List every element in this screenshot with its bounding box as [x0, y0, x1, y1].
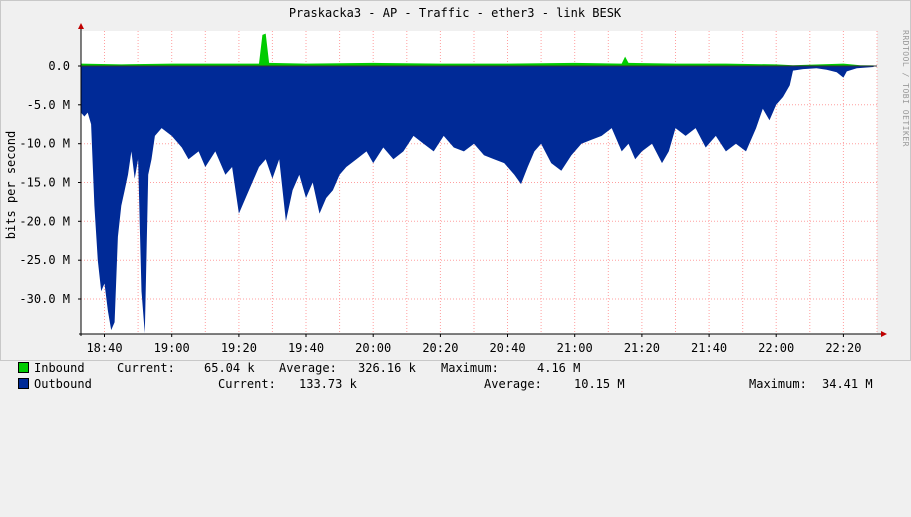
x-tick-label: 19:20	[221, 341, 257, 355]
inbound-maximum-label: Maximum:	[441, 361, 499, 375]
x-tick-label: 21:00	[557, 341, 593, 355]
legend: Inbound Current: 65.04 k Average: 326.16…	[0, 361, 911, 400]
y-tick-label: -30.0 M	[19, 292, 70, 306]
x-tick-label: 19:00	[154, 341, 190, 355]
legend-row-outbound: Outbound Current: 133.73 k Average: 10.1…	[0, 377, 911, 392]
chart-title: Praskacka3 - AP - Traffic - ether3 - lin…	[289, 6, 622, 20]
y-tick-label: -25.0 M	[19, 253, 70, 267]
inbound-average-label: Average:	[279, 361, 337, 375]
outbound-average-label: Average:	[484, 377, 542, 391]
x-tick-labels: 18:40 19:00 19:20 19:40 20:00 20:20 20:40 21:00…	[86, 334, 861, 355]
rrdtool-watermark: RRDTOOL / TOBI OETIKER	[901, 30, 910, 147]
axes	[78, 23, 887, 337]
x-tick-label: 22:00	[758, 341, 794, 355]
x-tick-label: 20:20	[422, 341, 458, 355]
y-axis-label: bits per second	[4, 131, 18, 239]
y-tick-label: -5.0 M	[27, 98, 70, 112]
outbound-current-label: Current:	[218, 377, 276, 391]
outbound-name: Outbound	[34, 377, 92, 391]
outbound-maximum-label: Maximum:	[749, 377, 807, 391]
traffic-chart: Praskacka3 - AP - Traffic - ether3 - lin…	[0, 0, 911, 361]
inbound-color-swatch	[18, 362, 29, 373]
inbound-current-value: 65.04 k	[204, 361, 255, 375]
inbound-current-label: Current:	[117, 361, 175, 375]
outbound-color-swatch	[18, 378, 29, 389]
outbound-average-value: 10.15 M	[574, 377, 625, 391]
y-tick-labels: 0.0 -5.0 M -10.0 M -15.0 M -20.0 M -25.0 M -30…	[19, 59, 81, 306]
y-tick-label: 0.0	[48, 59, 70, 73]
inbound-maximum-value: 4.16 M	[537, 361, 581, 375]
x-tick-label: 20:00	[355, 341, 391, 355]
y-tick-label: -10.0 M	[19, 137, 70, 151]
x-axis-arrow	[881, 331, 887, 337]
x-tick-label: 22:20	[825, 341, 861, 355]
inbound-average-value: 326.16 k	[358, 361, 416, 375]
y-axis-arrow	[78, 23, 84, 29]
series-layer	[81, 33, 874, 334]
outbound-maximum-value: 34.41 M	[822, 377, 873, 391]
x-tick-label: 21:20	[624, 341, 660, 355]
graph-window: Praskacka3 - AP - Traffic - ether3 - lin…	[0, 0, 911, 400]
x-tick-label: 20:40	[489, 341, 525, 355]
outbound-current-value: 133.73 k	[299, 377, 357, 391]
y-tick-label: -15.0 M	[19, 176, 70, 190]
inbound-name: Inbound	[34, 361, 85, 375]
x-tick-label: 18:40	[86, 341, 122, 355]
series-outbound-area	[81, 66, 874, 334]
x-tick-label: 19:40	[288, 341, 324, 355]
y-tick-label: -20.0 M	[19, 214, 70, 228]
x-tick-label: 21:40	[691, 341, 727, 355]
legend-row-inbound: Inbound Current: 65.04 k Average: 326.16…	[0, 361, 911, 376]
